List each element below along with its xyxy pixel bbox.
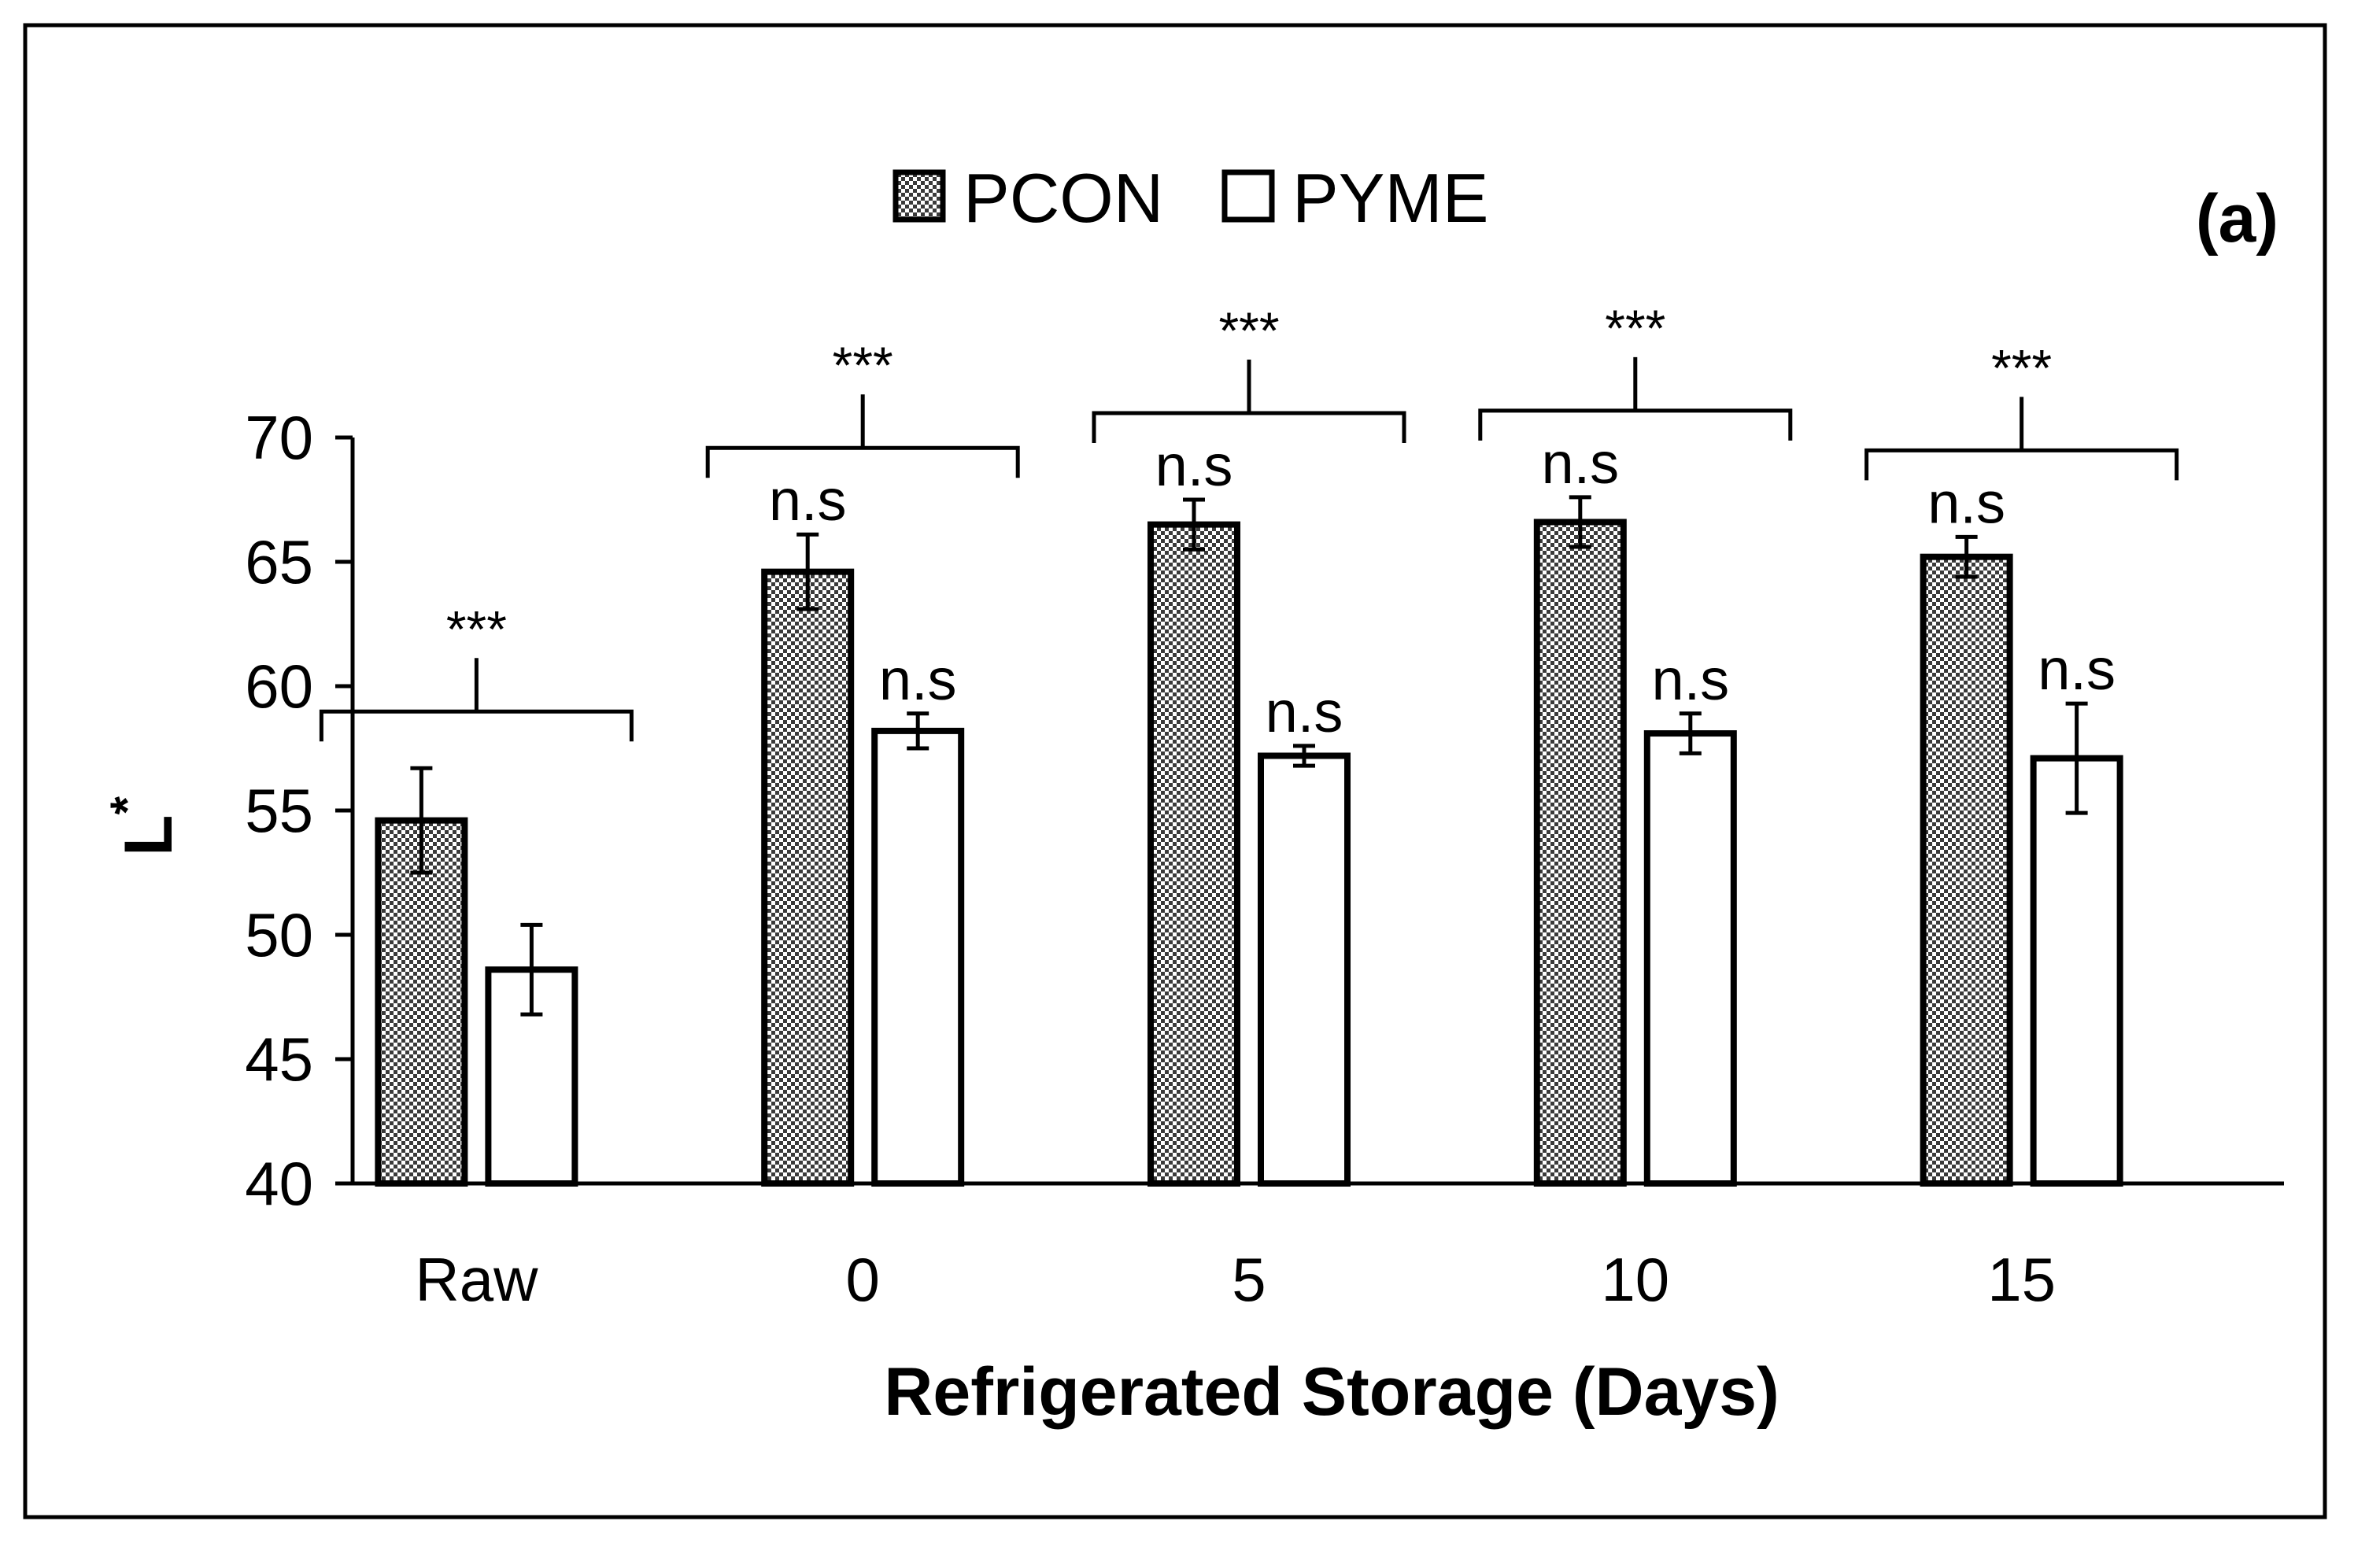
significance-label-pyme: n.s bbox=[1651, 647, 1729, 712]
plot-area: 40 45 50 55 60 65 70 Raw n.s n.s 0 n.s n.s 5 n.s n.s 10 n… bbox=[245, 299, 2284, 1314]
y-axis-title-main: L bbox=[111, 814, 187, 856]
bar-pcon bbox=[375, 817, 468, 1187]
bar-pyme bbox=[1258, 752, 1351, 1187]
y-tick-label: 60 bbox=[245, 652, 313, 721]
bar-pcon bbox=[761, 568, 855, 1187]
y-tick-label: 55 bbox=[245, 776, 313, 845]
bar-pyme bbox=[1643, 730, 1737, 1187]
significance-label-pcon: n.s bbox=[1155, 433, 1233, 498]
legend-label-pyme: PYME bbox=[1292, 159, 1488, 237]
group-significance-stars: *** bbox=[833, 336, 893, 394]
bar-pyme bbox=[2030, 755, 2123, 1187]
significance-label-pyme: n.s bbox=[1266, 679, 1343, 744]
bar-pyme bbox=[871, 727, 965, 1187]
bar-pcon bbox=[1148, 521, 1240, 1187]
y-tick-label: 50 bbox=[245, 900, 313, 969]
x-axis-title: Refrigerated Storage (Days) bbox=[884, 1354, 1779, 1430]
significance-label-pcon: n.s bbox=[1541, 430, 1619, 496]
significance-label-pcon: n.s bbox=[1927, 470, 2005, 535]
y-tick-label: 40 bbox=[245, 1149, 313, 1218]
significance-label-pcon: n.s bbox=[769, 467, 847, 533]
legend-swatch-pcon bbox=[893, 169, 946, 223]
group-significance-stars: *** bbox=[1605, 299, 1665, 357]
svg-text:L*: L* bbox=[101, 796, 187, 856]
x-tick-label: 0 bbox=[846, 1245, 880, 1314]
y-tick-label: 45 bbox=[245, 1025, 313, 1094]
y-tick-label: 65 bbox=[245, 527, 313, 596]
x-tick-label: 15 bbox=[1987, 1245, 2056, 1314]
panel-label: (a) bbox=[2196, 181, 2278, 257]
x-tick-label: 5 bbox=[1232, 1245, 1266, 1314]
group-significance-stars: *** bbox=[1991, 338, 2052, 397]
y-axis-title-sup: * bbox=[101, 796, 153, 814]
legend-label-pcon: PCON bbox=[963, 159, 1163, 237]
legend: PCON PYME bbox=[893, 159, 1488, 237]
significance-label-pyme: n.s bbox=[2038, 637, 2116, 702]
bar-pcon bbox=[1533, 519, 1627, 1187]
bar-pcon bbox=[1920, 553, 2013, 1187]
group-significance-stars: *** bbox=[1218, 301, 1279, 360]
y-tick-label: 70 bbox=[245, 403, 313, 472]
legend-swatch-pyme bbox=[1221, 169, 1275, 223]
group-significance-stars: *** bbox=[446, 600, 507, 658]
x-tick-label: Raw bbox=[415, 1245, 538, 1314]
significance-label-pyme: n.s bbox=[879, 647, 957, 712]
x-tick-label: 10 bbox=[1601, 1245, 1669, 1314]
y-axis-title: L* bbox=[101, 796, 187, 856]
